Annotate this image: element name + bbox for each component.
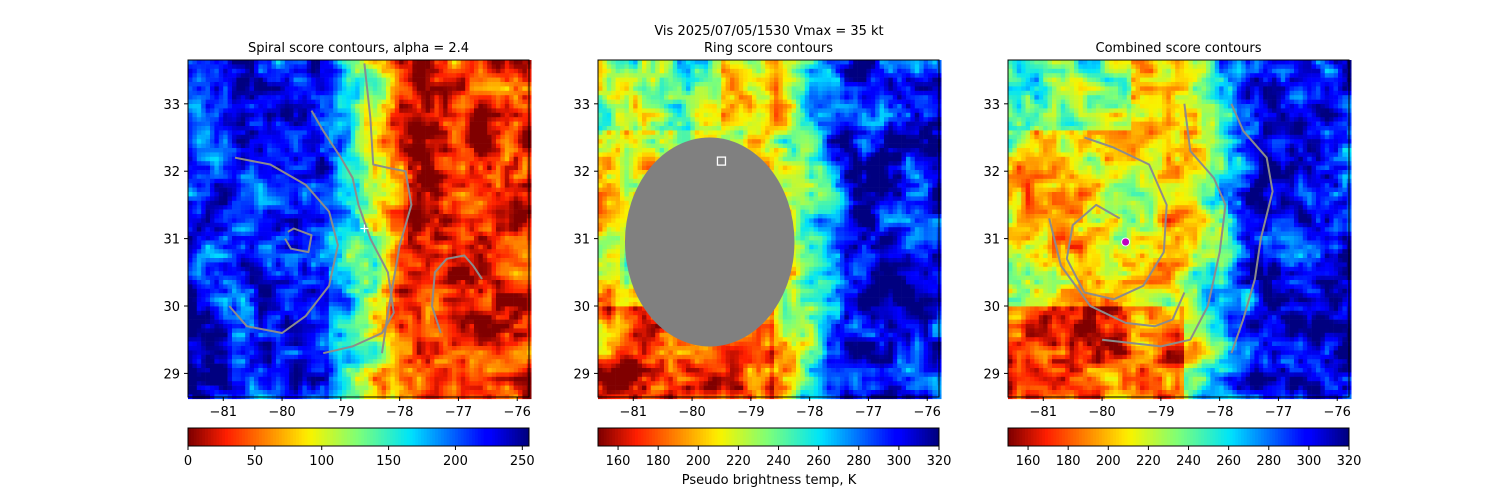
contour-inner [284, 227, 313, 254]
y-tick-label: 31 [573, 233, 590, 248]
colorbar-tick-label: 180 [646, 454, 671, 469]
masked-region [624, 137, 795, 347]
x-tick-label: −76 [504, 405, 531, 420]
panel-title: Spiral score contours, alpha = 2.4 [248, 41, 469, 56]
colorbar-tick-label: 200 [443, 454, 468, 469]
x-tick-label: −78 [386, 405, 413, 420]
x-tick-label: −79 [1147, 405, 1174, 420]
contour-spiral [228, 156, 339, 334]
figure-suptitle: Vis 2025/07/05/1530 Vmax = 35 kt [654, 24, 883, 39]
y-tick-label: 32 [573, 165, 590, 180]
colorbar-tick-label: 240 [766, 454, 791, 469]
colorbar-frame [1007, 427, 1350, 447]
colorbar-tick-label: 260 [1216, 454, 1241, 469]
x-tick-label: −79 [737, 405, 764, 420]
panel-1: Spiral score contours, alpha = 2.4 −81 −80… [163, 41, 534, 469]
colorbar: 160 180 200 220 240 260 280 300 320 [1007, 427, 1362, 469]
contour-east [1230, 103, 1274, 354]
x-tick-label: −76 [1324, 405, 1351, 420]
x-tick-label: −79 [327, 405, 354, 420]
colorbar-tick-label: 180 [1056, 454, 1081, 469]
y-tick-label: 29 [983, 367, 1000, 382]
colorbar-label: Pseudo brightness temp, K [682, 473, 857, 488]
heatmap-image [188, 60, 532, 400]
contour-outer [363, 63, 413, 354]
panel-3: Combined score contours −81 −80 −79 −78 −77 −7… [983, 41, 1361, 469]
x-tick-label: −78 [796, 405, 823, 420]
center-marker [716, 156, 727, 166]
y-tick-label: 30 [983, 300, 1000, 315]
colorbar-tick-label: 200 [1096, 454, 1121, 469]
center-marker [1121, 237, 1131, 247]
x-tick-label: −77 [1265, 405, 1292, 420]
colorbar-tick-label: 300 [1296, 454, 1321, 469]
contour-band [310, 110, 395, 355]
colorbar-frame [597, 427, 940, 447]
y-tick-label: 32 [163, 165, 180, 180]
center-marker [360, 224, 369, 233]
colorbar-tick-label: 280 [846, 454, 871, 469]
panel-title: Combined score contours [1096, 41, 1262, 56]
heatmap-image [1008, 60, 1352, 400]
colorbar-tick-label: 150 [376, 454, 401, 469]
y-tick-label: 33 [163, 98, 180, 113]
x-tick-label: −80 [678, 405, 705, 420]
colorbar-tick-label: 50 [247, 454, 264, 469]
x-tick-label: −77 [855, 405, 882, 420]
colorbar-tick-label: 220 [1136, 454, 1161, 469]
colorbar: 0 50 100 150 200 250 [184, 427, 535, 469]
colorbar-tick-label: 160 [606, 454, 631, 469]
y-tick-label: 29 [163, 367, 180, 382]
x-tick-label: −80 [268, 405, 295, 420]
colorbar-tick-label: 320 [1337, 454, 1362, 469]
contour-east [431, 254, 483, 334]
colorbar-tick-label: 0 [184, 454, 192, 469]
axes-frame [1007, 59, 1350, 398]
y-tick-label: 31 [163, 233, 180, 248]
colorbar-tick-label: 220 [726, 454, 751, 469]
colorbar-tick-label: 280 [1256, 454, 1281, 469]
panels: Spiral score contours, alpha = 2.4 −81 −80… [163, 41, 1361, 469]
colorbar-tick-label: 100 [309, 454, 334, 469]
axes-frame [187, 59, 530, 398]
panel-2: Ring score contours −81 −80 −79 −78 −77 −76 29 3… [573, 41, 951, 469]
y-tick-label: 31 [983, 233, 1000, 248]
colorbar-tick-label: 250 [510, 454, 535, 469]
y-tick-label: 32 [983, 165, 1000, 180]
x-tick-label: −76 [914, 405, 941, 420]
x-tick-label: −81 [210, 405, 237, 420]
colorbar-tick-label: 300 [886, 454, 911, 469]
colorbar: 160 180 200 220 240 260 280 300 320 [597, 427, 952, 469]
y-tick-label: 33 [983, 98, 1000, 113]
x-tick-label: −81 [620, 405, 647, 420]
x-tick-label: −80 [1088, 405, 1115, 420]
colorbar-tick-label: 320 [927, 454, 952, 469]
contour-outer-band [1101, 103, 1227, 348]
y-tick-label: 33 [573, 98, 590, 113]
x-tick-label: −78 [1206, 405, 1233, 420]
y-tick-label: 30 [573, 300, 590, 315]
y-tick-label: 29 [573, 367, 590, 382]
colorbar-tick-label: 200 [686, 454, 711, 469]
colorbar-frame [187, 427, 530, 447]
colorbar-tick-label: 260 [806, 454, 831, 469]
axes-frame [597, 59, 940, 398]
contour-band [1048, 218, 1186, 328]
y-tick-label: 30 [163, 300, 180, 315]
x-tick-label: −77 [445, 405, 472, 420]
colorbar-tick-label: 160 [1016, 454, 1041, 469]
panel-title: Ring score contours [704, 41, 833, 56]
contour-spiral [1065, 136, 1168, 301]
x-tick-label: −81 [1030, 405, 1057, 420]
colorbar-tick-label: 240 [1176, 454, 1201, 469]
